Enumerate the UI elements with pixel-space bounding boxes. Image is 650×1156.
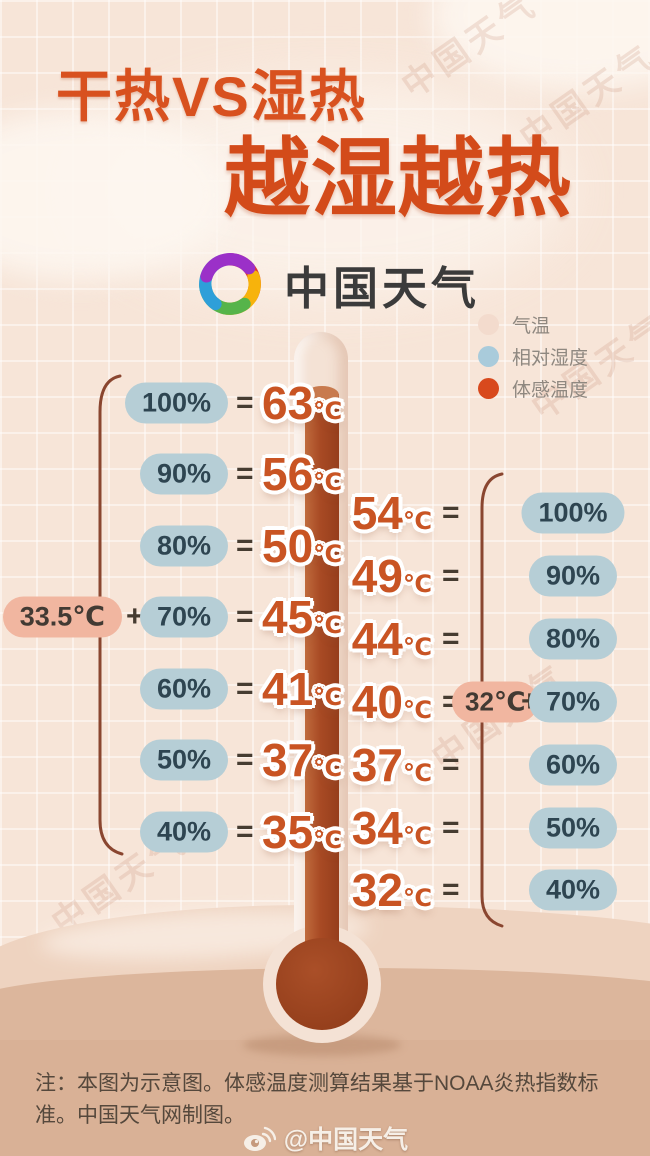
feels-like-temp: 34℃ [351,802,432,854]
legend-item-feels-like: 体感温度 [478,372,588,404]
right-row-100: 54℃ = 100% [0,487,650,539]
feels-like-temp: 35℃ [262,806,343,858]
equals-sign: = [442,811,460,844]
humidity-pill: 80% [528,618,618,660]
humidity-pill: 60% [139,668,228,710]
air-temp-pill: 32℃ [452,681,539,723]
brand-logo: 中国天气 [192,246,480,322]
left-row-50: 50% = 37℃ [0,734,650,786]
feels-like-temp: 37℃ [262,734,343,786]
feels-like-dot-icon [478,377,499,399]
left-row-60: 60% = 41℃ [0,663,650,715]
equals-sign: = [236,529,254,562]
feels-like-temp: 56℃ [262,448,343,500]
equals-sign: = [442,873,460,906]
equals-sign: = [236,386,254,419]
legend: 气温 相对湿度 体感温度 [478,308,588,404]
cloud [0,110,230,280]
air-temp-dot-icon [478,313,499,335]
humidity-pill: 50% [139,739,228,781]
humidity-pill: 70% [139,596,228,638]
right-row-90: 49℃ = 90% [0,550,650,602]
feels-like-temp: 54℃ [351,487,432,539]
humidity-pill: 50% [528,807,618,849]
air-temp-pill: 33.5℃ [2,596,122,638]
equals-sign: = [442,496,460,529]
right-row-70-base: 40℃ = 32℃ + 70% [0,676,650,728]
humidity-pill: 90% [139,453,228,495]
left-row-70-base: 33.5℃ + 70% = 45℃ [0,591,650,643]
thermometer-liquid-top [305,386,339,404]
ground-footer [0,1040,650,1156]
feels-like-temp: 32℃ [351,864,432,916]
humidity-pill: 100% [521,492,625,534]
equals-sign: = [236,815,254,848]
right-row-60: 37℃ = 60% [0,739,650,791]
legend-item-air-temp: 气温 [478,308,588,340]
humidity-pill: 60% [528,744,618,786]
humidity-pill: 90% [528,555,618,597]
title-line2: 越湿越热 [224,131,572,227]
equals-sign: = [236,743,254,776]
humidity-pill: 100% [124,382,228,424]
feels-like-temp: 45℃ [262,591,343,643]
brand-name: 中国天气 [284,262,481,314]
equals-sign: = [236,672,254,705]
humidity-pill: 40% [528,869,618,911]
weibo-icon [243,1126,276,1151]
weibo-handle: @中国天气 [283,1126,409,1154]
title-line1: 干热VS湿热 [56,65,367,128]
china-weather-swirl-icon [199,253,261,315]
thermometer-shadow [243,1034,401,1056]
right-row-40: 32℃ = 40% [0,864,650,916]
footnote: 注：本图为示意图。体感温度测算结果基于NOAA炎热指数标准。中国天气网制图。 [35,1072,599,1127]
equals-sign: = [442,559,460,592]
right-row-80: 44℃ = 80% [0,613,650,665]
feels-like-temp: 63℃ [262,377,343,429]
equals-sign: = [236,600,254,633]
thermometer-liquid [305,394,339,984]
weibo-watermark: @中国天气 [0,1120,650,1156]
left-row-80: 80% = 50℃ [0,520,650,572]
feels-like-temp: 44℃ [351,613,432,665]
equals-sign: = [236,457,254,490]
left-row-40: 40% = 35℃ [0,806,650,858]
humidity-dot-icon [478,345,499,367]
equals-sign: = [442,748,460,781]
legend-item-humidity: 相对湿度 [478,340,588,372]
humidity-pill: 70% [528,681,618,723]
left-row-90: 90% = 56℃ [0,448,650,500]
equals-sign: = [442,622,460,655]
thermometer-bulb-liquid [276,938,368,1030]
feels-like-temp: 41℃ [262,663,343,715]
feels-like-temp: 49℃ [351,550,432,602]
humidity-pill: 40% [139,811,228,853]
plus-sign: + [126,600,144,633]
humidity-pill: 80% [139,525,228,567]
feels-like-temp: 37℃ [351,739,432,791]
feels-like-temp: 40℃ [351,676,432,728]
right-row-50: 34℃ = 50% [0,802,650,854]
left-row-100: 100% = 63℃ [0,377,650,429]
feels-like-temp: 50℃ [262,520,343,572]
